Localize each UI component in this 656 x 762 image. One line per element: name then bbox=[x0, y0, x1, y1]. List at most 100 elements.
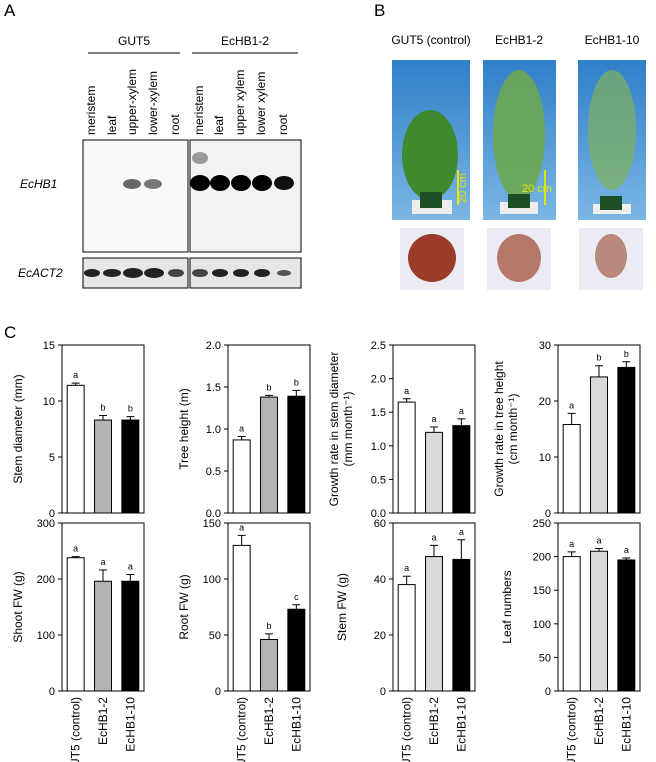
y-tick-label: 5 bbox=[49, 452, 55, 464]
error-bar bbox=[457, 539, 466, 560]
y-tick-label: 10 bbox=[539, 452, 551, 464]
y-tick-label: 10 bbox=[43, 396, 55, 408]
y-axis-title: Leaf numbers bbox=[500, 570, 514, 643]
y-tick-label: 200 bbox=[37, 574, 55, 586]
plot-frame bbox=[392, 344, 476, 514]
lane-label: lower xylem bbox=[254, 72, 268, 135]
bar bbox=[232, 544, 251, 692]
x-tick-label: GUT5 (control) bbox=[235, 697, 249, 762]
bar bbox=[397, 401, 416, 514]
bar bbox=[94, 419, 112, 514]
plot-frame bbox=[227, 522, 311, 692]
x-tick-label: EcHB1-10 bbox=[289, 697, 303, 752]
significance-letter: a bbox=[404, 563, 409, 573]
lane-label: upper xylem bbox=[233, 70, 247, 135]
y-tick-label: 20 bbox=[374, 630, 386, 642]
group-label: EcHB1-2 bbox=[221, 34, 269, 48]
y-tick-label: 50 bbox=[539, 652, 551, 664]
y-tick-label: 1.5 bbox=[206, 382, 221, 394]
significance-letter: a bbox=[73, 544, 78, 554]
significance-letter: a bbox=[73, 370, 78, 380]
y-tick-label: 0 bbox=[380, 686, 386, 698]
significance-letter: a bbox=[100, 557, 105, 567]
blot bbox=[82, 139, 302, 289]
panel-label: B bbox=[374, 1, 385, 20]
error-bar bbox=[292, 389, 301, 397]
y-tick-label: 100 bbox=[37, 630, 55, 642]
significance-letter: b bbox=[596, 353, 601, 363]
error-bar bbox=[99, 569, 107, 582]
group-label: GUT5 bbox=[118, 34, 150, 48]
error-bar bbox=[237, 534, 246, 546]
x-tick-label: EcHB1-2 bbox=[96, 697, 110, 745]
plot-frame bbox=[227, 344, 311, 514]
y-tick-label: 40 bbox=[374, 574, 386, 586]
y-tick-label: 100 bbox=[203, 574, 221, 586]
line-label: GUT5 (control) bbox=[391, 33, 470, 47]
y-tick-label: 1.5 bbox=[371, 407, 386, 419]
y-tick-label: 150 bbox=[203, 518, 221, 530]
probe-label: EcACT2 bbox=[18, 266, 63, 280]
significance-letter: c bbox=[294, 592, 299, 602]
error-bar bbox=[457, 418, 466, 426]
y-axis-title: Shoot FW (g) bbox=[11, 571, 25, 642]
significance-letter: a bbox=[431, 532, 436, 542]
significance-letter: b bbox=[624, 349, 629, 359]
y-axis-title: Stem diameter (mm) bbox=[11, 374, 25, 483]
bar bbox=[590, 376, 608, 514]
x-tick-label: EcHB1-2 bbox=[427, 697, 441, 745]
lane-label: root bbox=[168, 114, 182, 135]
x-tick-label: EcHB1-2 bbox=[262, 697, 276, 745]
error-bar bbox=[595, 365, 603, 377]
significance-letter: a bbox=[596, 536, 601, 546]
y-tick-label: 200 bbox=[533, 552, 551, 564]
error-bar bbox=[237, 436, 246, 440]
y-tick-label: 150 bbox=[533, 585, 551, 597]
y-tick-label: 0 bbox=[545, 686, 551, 698]
bar bbox=[260, 638, 278, 692]
error-bar bbox=[402, 575, 411, 585]
y-tick-label: 0 bbox=[215, 686, 221, 698]
y-tick-label: 100 bbox=[533, 619, 551, 631]
significance-letter: b bbox=[266, 621, 271, 631]
x-tick-label: EcHB1-10 bbox=[454, 697, 468, 752]
y-tick-label: 0 bbox=[49, 508, 55, 520]
x-tick-label: GUT5 (control) bbox=[69, 697, 83, 762]
x-tick-label: GUT5 (control) bbox=[565, 697, 579, 762]
y-tick-label: 2.0 bbox=[371, 374, 386, 386]
error-bar bbox=[265, 394, 273, 398]
y-axis-title: (mm month⁻¹) bbox=[341, 391, 355, 466]
y-axis-title: Tree height (m) bbox=[177, 388, 191, 470]
panel-label: C bbox=[4, 323, 16, 342]
bar bbox=[66, 557, 85, 692]
lane-label: lower-xylem bbox=[146, 71, 160, 135]
bar bbox=[287, 608, 306, 692]
bar bbox=[452, 425, 471, 514]
significance-letter: b bbox=[100, 403, 105, 413]
significance-letter: a bbox=[459, 527, 464, 537]
significance-letter: a bbox=[459, 406, 464, 416]
y-tick-label: 0 bbox=[545, 508, 551, 520]
significance-letter: b bbox=[294, 377, 299, 387]
bar bbox=[121, 419, 140, 514]
y-tick-label: 20 bbox=[539, 396, 551, 408]
probe-label: EcHB1 bbox=[20, 177, 57, 191]
lane-label: leaf bbox=[105, 115, 119, 135]
scale-bar-label: 20 cm bbox=[522, 183, 552, 195]
y-tick-label: 2.0 bbox=[206, 340, 221, 352]
error-bar bbox=[430, 426, 438, 433]
error-bar bbox=[265, 633, 273, 640]
x-tick-label: GUT5 (control) bbox=[400, 697, 414, 762]
y-tick-label: 50 bbox=[209, 630, 221, 642]
y-tick-label: 0.0 bbox=[206, 508, 221, 520]
y-tick-label: 0.0 bbox=[371, 508, 386, 520]
x-tick-label: EcHB1-10 bbox=[619, 697, 633, 752]
bar bbox=[66, 384, 85, 514]
bar bbox=[260, 396, 278, 514]
error-bar bbox=[430, 544, 438, 557]
lane-label: root bbox=[276, 114, 290, 135]
y-tick-label: 250 bbox=[533, 518, 551, 530]
error-bar bbox=[402, 398, 411, 403]
plant-photos bbox=[392, 60, 646, 290]
y-tick-label: 0.5 bbox=[371, 474, 386, 486]
